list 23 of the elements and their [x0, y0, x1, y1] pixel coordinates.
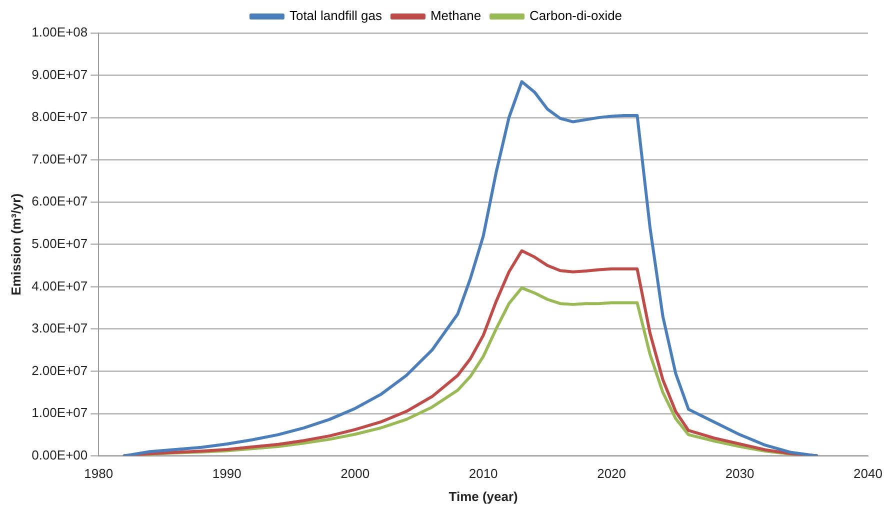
- x-axis-title: Time (year): [448, 488, 518, 504]
- y-tick-label: 7.00E+07: [32, 151, 88, 166]
- y-tick-label: 1.00E+08: [32, 24, 88, 40]
- y-tick-label: 3.00E+07: [32, 320, 88, 336]
- y-tick-label: 6.00E+07: [32, 194, 88, 209]
- x-tick-label: 2010: [468, 466, 498, 482]
- y-tick-label: 0.00E+00: [32, 447, 88, 462]
- legend-label: Methane: [430, 8, 482, 24]
- legend-label: Total landfill gas: [289, 8, 382, 24]
- y-tick-label: 2.00E+07: [32, 362, 88, 378]
- y-tick-label: 1.00E+07: [32, 405, 88, 420]
- y-axis-title: Emission (m³/yr): [8, 193, 24, 296]
- x-tick-label: 1990: [212, 466, 242, 482]
- legend-label: Carbon-di-oxide: [530, 8, 622, 24]
- y-tick-label: 9.00E+07: [32, 66, 88, 82]
- x-tick-label: 2020: [597, 466, 626, 482]
- y-tick-label: 8.00E+07: [32, 109, 88, 124]
- x-tick-label: 2040: [854, 466, 882, 482]
- x-tick-label: 1980: [84, 466, 114, 482]
- x-tick-label: 2030: [725, 466, 754, 482]
- x-tick-label: 2000: [340, 466, 370, 482]
- y-tick-label: 5.00E+07: [32, 236, 88, 251]
- y-tick-label: 4.00E+07: [32, 278, 88, 294]
